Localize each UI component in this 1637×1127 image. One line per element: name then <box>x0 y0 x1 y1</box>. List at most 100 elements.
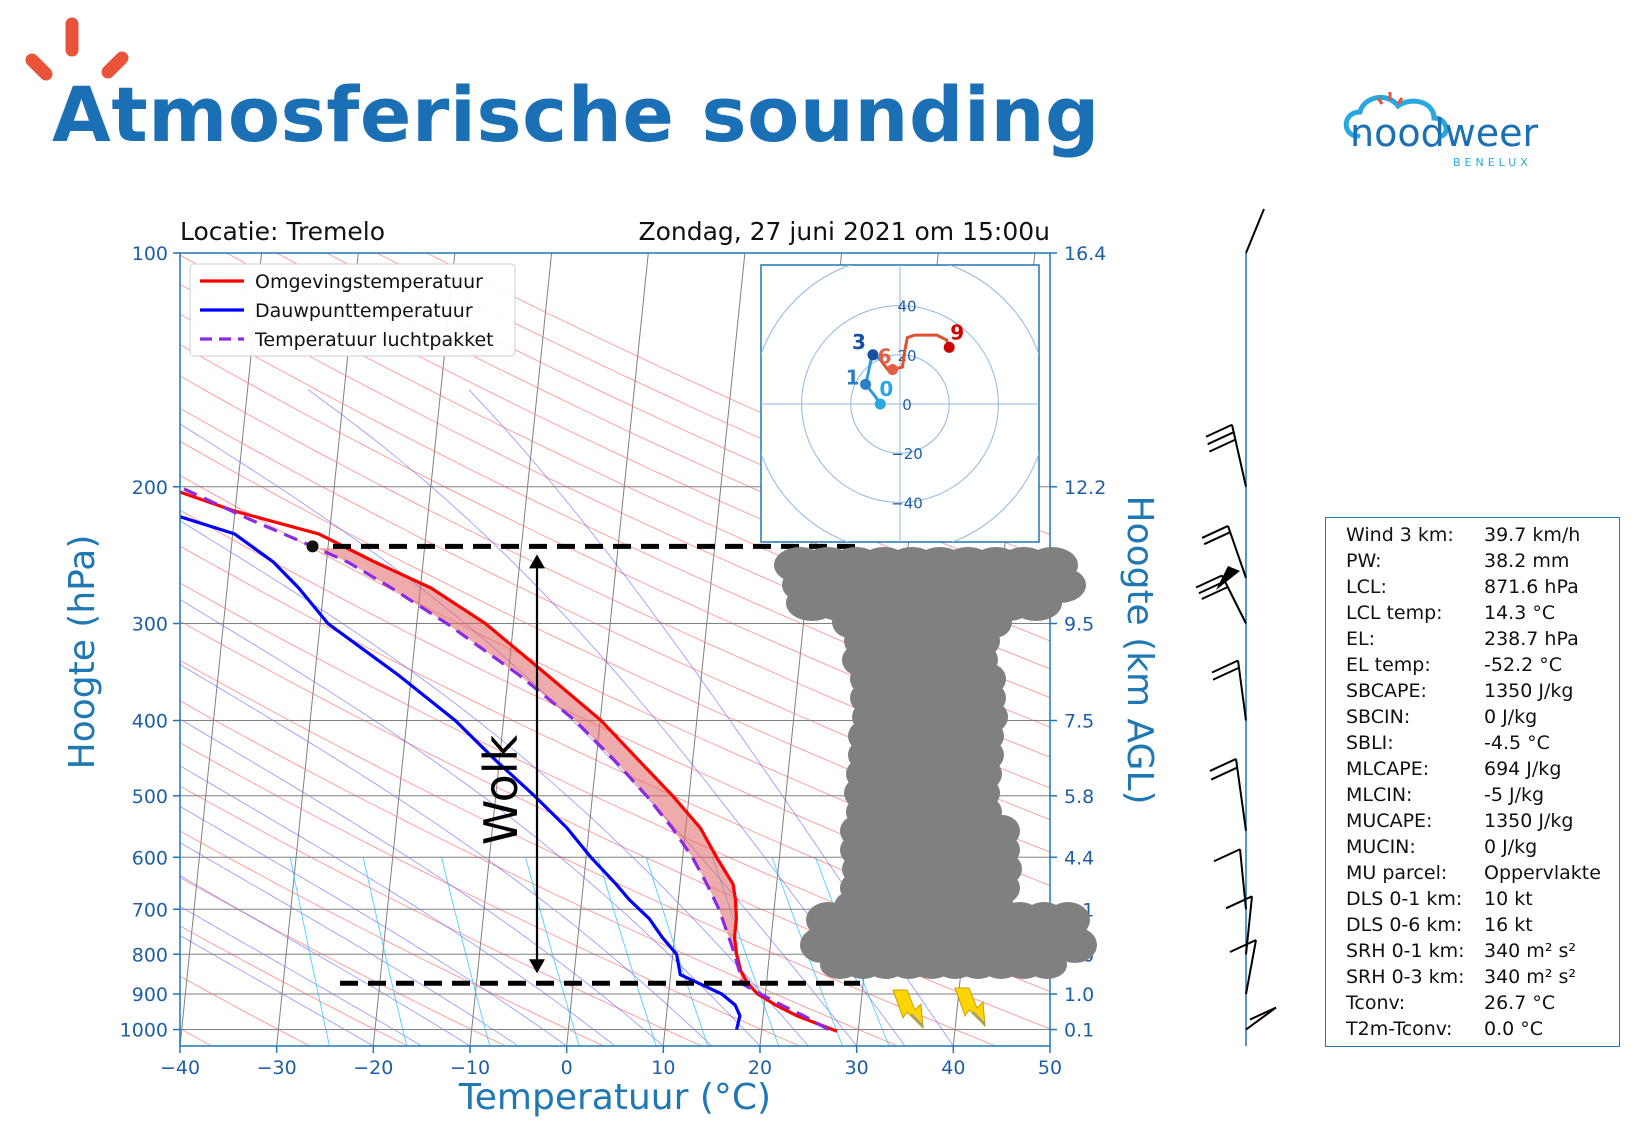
dry-adiabat <box>180 344 1050 758</box>
wind-barb <box>1237 660 1247 721</box>
dry-adiabat <box>180 620 1050 1030</box>
height-tick-label: 5.8 <box>1064 786 1094 808</box>
stat-key: MLCIN: <box>1346 784 1413 806</box>
y-tick-label: 1000 <box>120 1020 168 1042</box>
el-marker <box>306 540 319 553</box>
hodograph-point <box>943 341 955 353</box>
wind-barb-pennant <box>1216 566 1240 590</box>
hodograph-point-label: 9 <box>950 320 964 344</box>
stat-value: 1350 J/kg <box>1484 680 1574 702</box>
cloud-puff <box>1053 927 1097 963</box>
x-tick-label: 30 <box>845 1057 869 1079</box>
hodograph-tick-label: 20 <box>897 347 916 365</box>
moist-adiabat <box>180 842 519 1046</box>
wind-barb-feather <box>1213 848 1241 863</box>
chart-title-right: Zondag, 27 juni 2021 om 15:00u <box>638 217 1050 246</box>
moist-adiabat <box>180 423 858 1046</box>
mixing-ratio-line <box>597 857 657 1046</box>
stat-value: 238.7 hPa <box>1484 628 1579 650</box>
y-tick-label: 600 <box>132 847 168 869</box>
legend-label: Dauwpunttemperatuur <box>255 300 473 322</box>
arrow-head-bottom <box>529 959 545 974</box>
wind-barbs <box>1195 208 1277 1046</box>
mixing-ratio-line <box>289 857 330 1046</box>
stat-value: 0.0 °C <box>1484 1018 1544 1040</box>
moist-adiabat <box>180 520 809 1046</box>
wind-barb-feather <box>1229 939 1257 953</box>
height-tick-label: 9.5 <box>1064 614 1094 636</box>
stat-row: Tconv: 26.7 °C <box>1346 990 1619 1016</box>
wind-barb <box>1245 939 1257 995</box>
height-tick-label: 0.1 <box>1064 1020 1094 1042</box>
noodweer-logo: noodweer BENELUX <box>1343 92 1539 169</box>
y-axis-title: Hoogte (hPa) <box>62 535 103 770</box>
wind-barb-feather <box>1208 438 1236 453</box>
lightning-trail <box>972 1011 986 1025</box>
stat-row: Wind 3 km: 39.7 km/h <box>1346 522 1619 548</box>
stat-key: MU parcel: <box>1346 862 1448 884</box>
dry-adiabat <box>180 474 1050 887</box>
stat-row: DLS 0-1 km: 10 kt <box>1346 886 1619 912</box>
stat-key: SRH 0-1 km: <box>1346 940 1465 962</box>
wind-barb-feather <box>1195 574 1223 589</box>
legend-label: Temperatuur luchtpakket <box>254 329 494 351</box>
profile-lines <box>180 485 838 1033</box>
stat-row: SBCAPE: 1350 J/kg <box>1346 678 1619 704</box>
lightning-trail <box>910 1013 924 1027</box>
x-tick-label: −10 <box>450 1057 490 1079</box>
chart-title-left: Locatie: Tremelo <box>180 217 385 246</box>
wind-barb <box>1245 1006 1277 1031</box>
wind-barb <box>1221 575 1247 624</box>
mixing-ratio-line <box>771 857 843 1046</box>
hodograph-point-label: 3 <box>852 330 866 354</box>
y-tick-label: 900 <box>132 984 168 1006</box>
legend: Omgevingstemperatuur Dauwpunttemperatuur T… <box>189 263 516 357</box>
stat-value: 1350 J/kg <box>1484 810 1574 832</box>
stat-key: MLCAPE: <box>1346 758 1430 780</box>
isotherm-line <box>566 253 649 1046</box>
stats-panel: Wind 3 km: 39.7 km/h PW: 38.2 mm LCL: 871.6 h… <box>1325 517 1620 1047</box>
x-tick-label: −30 <box>257 1057 297 1079</box>
stat-key: SBCAPE: <box>1346 680 1427 702</box>
wind-barb <box>1227 525 1247 579</box>
moist-adiabat <box>180 935 374 1046</box>
height-tick-label: 1.0 <box>1064 984 1094 1006</box>
stat-row: MUCIN: 0 J/kg <box>1346 834 1619 860</box>
height-tick-label: 12.2 <box>1064 477 1106 499</box>
stat-value: 0 J/kg <box>1484 836 1538 858</box>
moist-adiabat <box>180 664 712 1046</box>
height-tick-label: 7.5 <box>1064 711 1094 733</box>
stat-value: -52.2 °C <box>1484 654 1562 676</box>
stat-row: SBLI: -4.5 °C <box>1346 730 1619 756</box>
wind-barb-feather <box>1210 766 1238 781</box>
stat-key: SBCIN: <box>1346 706 1411 728</box>
hodograph-tick-label: 0 <box>902 396 912 414</box>
dry-adiabat <box>180 313 1050 728</box>
logo-sub: BENELUX <box>1453 156 1532 169</box>
dry-adiabat <box>180 659 996 1046</box>
dry-adiabat <box>180 545 1050 956</box>
mixing-ratio-line <box>525 857 580 1046</box>
stat-row: MLCAPE: 694 J/kg <box>1346 756 1619 782</box>
x-tick-label: −40 <box>160 1057 200 1079</box>
hodograph-point <box>867 349 879 361</box>
moist-adiabat <box>180 718 664 1046</box>
stat-key: MUCAPE: <box>1346 810 1433 832</box>
stat-value: 26.7 °C <box>1484 992 1556 1014</box>
stat-key: LCL temp: <box>1346 602 1443 624</box>
stat-key: LCL: <box>1346 576 1387 598</box>
wind-barb-feather <box>1225 895 1253 910</box>
wind-barb <box>1245 896 1253 955</box>
hodograph-point <box>874 398 886 410</box>
legend-label: Omgevingstemperatuur <box>255 271 483 293</box>
hodograph-point-label: 0 <box>879 377 893 401</box>
moist-adiabat <box>180 905 422 1046</box>
cloud-illustration <box>774 547 1097 1030</box>
dry-adiabat <box>180 785 702 1046</box>
wind-barb-feather <box>1209 758 1237 772</box>
wind-barb-feather <box>1212 666 1240 681</box>
x-tick-label: 0 <box>561 1057 573 1079</box>
height-tick-label: 4.4 <box>1064 847 1094 869</box>
